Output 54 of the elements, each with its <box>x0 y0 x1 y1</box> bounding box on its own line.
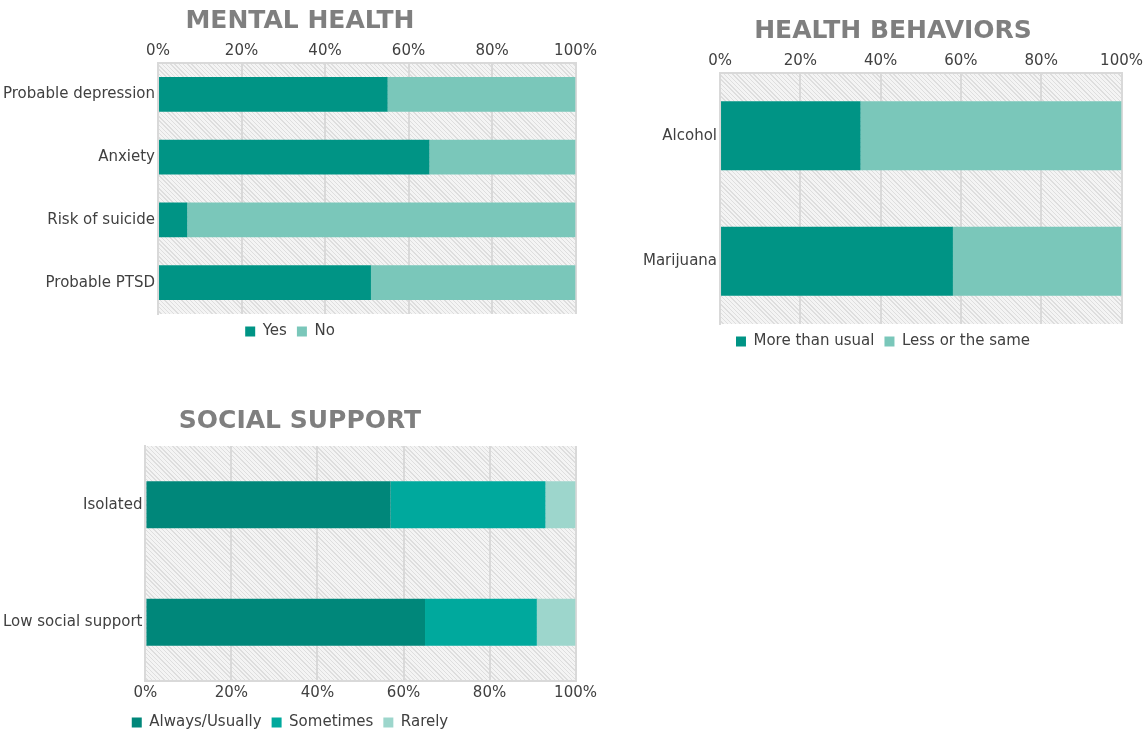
bar <box>952 226 1122 296</box>
x-tick-label: 100% <box>554 682 597 701</box>
bar <box>387 77 576 112</box>
bar <box>721 101 861 171</box>
legend-label: Rarely <box>400 712 449 731</box>
bar <box>159 139 430 175</box>
bar <box>146 598 426 646</box>
bar <box>159 77 388 112</box>
x-tick-label: 0% <box>146 40 170 59</box>
y-tick-label: Low social support <box>2 612 143 631</box>
y-tick-label: Alcohol <box>662 125 718 144</box>
x-tick-label: 40% <box>308 40 342 59</box>
x-tick-label: 20% <box>783 50 818 69</box>
bar <box>159 202 188 238</box>
x-tick-label: 60% <box>391 40 426 59</box>
x-tick-label: 40% <box>300 682 335 701</box>
y-tick-label: Marijuana <box>642 251 718 270</box>
legend-label: More than usual <box>753 331 875 350</box>
x-tick-label: 80% <box>472 682 507 701</box>
legend-label: Yes <box>261 321 288 340</box>
x-tick-label: 80% <box>1024 50 1058 69</box>
legend-label: Less or the same <box>901 331 1031 350</box>
legend-label: Always/Usually <box>149 712 262 731</box>
bar <box>390 481 546 529</box>
bar <box>721 226 953 296</box>
bar <box>425 598 537 646</box>
chart-title: MENTAL HEALTH <box>184 5 416 34</box>
bar <box>860 101 1122 171</box>
x-tick-label: 60% <box>944 50 978 69</box>
x-tick-label: 20% <box>224 40 259 59</box>
x-tick-label: 100% <box>1100 50 1143 69</box>
y-tick-label: Anxiety <box>98 147 156 166</box>
y-tick-label: Isolated <box>83 494 143 513</box>
legend-label: No <box>314 321 335 340</box>
y-tick-label: Risk of suicide <box>47 209 156 228</box>
x-tick-label: 40% <box>863 50 898 69</box>
chart-title: HEALTH BEHAVIORS <box>753 15 1033 44</box>
bar <box>159 265 371 300</box>
bar <box>536 598 576 646</box>
x-tick-label: 60% <box>386 682 421 701</box>
x-tick-label: 20% <box>214 682 249 701</box>
chart-title: SOCIAL SUPPORT <box>177 405 423 434</box>
x-tick-label: 0% <box>133 682 158 701</box>
y-tick-label: Probable PTSD <box>45 272 156 291</box>
bar <box>187 202 576 238</box>
legend-label: Sometimes <box>289 712 374 731</box>
bar <box>146 481 391 529</box>
y-tick-label: Probable depression <box>3 84 156 103</box>
x-tick-label: 100% <box>554 40 597 59</box>
bar <box>429 139 576 175</box>
x-tick-label: 0% <box>708 50 732 69</box>
x-tick-label: 80% <box>475 40 509 59</box>
bar <box>545 481 576 529</box>
bar <box>370 265 576 300</box>
